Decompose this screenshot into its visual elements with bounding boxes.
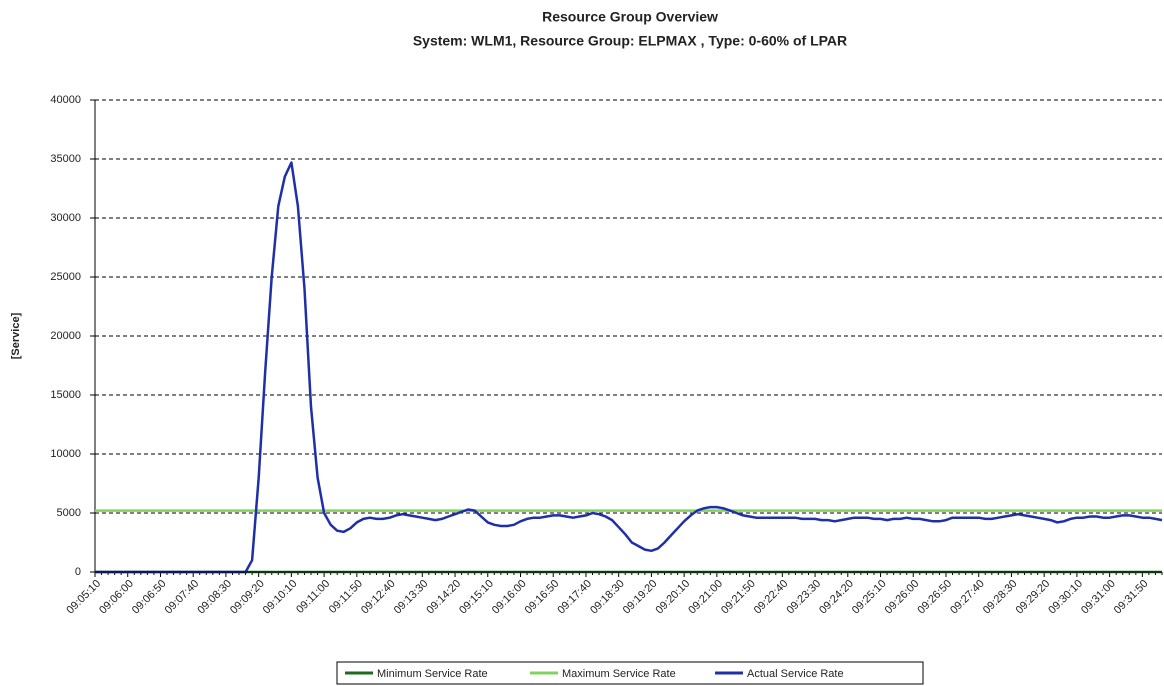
- chart-subtitle: System: WLM1, Resource Group: ELPMAX , T…: [413, 33, 847, 49]
- x-tick-label: 09:21:00: [686, 578, 725, 617]
- x-tick-label: 09:05:10: [64, 578, 103, 617]
- x-tick-label: 09:08:30: [195, 578, 234, 617]
- x-tick-label: 09:13:30: [392, 578, 431, 617]
- x-tick-label: 09:14:20: [424, 578, 463, 617]
- x-tick-label: 09:28:30: [981, 578, 1020, 617]
- x-tick-label: 09:15:10: [457, 578, 496, 617]
- x-tick-label: 09:31:50: [1112, 578, 1151, 617]
- x-tick-label: 09:11:50: [327, 578, 365, 616]
- y-tick-label: 30000: [50, 212, 81, 224]
- x-tick-label: 09:26:00: [883, 578, 922, 617]
- x-tick-label: 09:27:40: [948, 578, 987, 617]
- x-tick-label: 09:29:20: [1014, 578, 1053, 617]
- x-tick-label: 09:12:40: [359, 578, 398, 617]
- y-tick-label: 40000: [50, 94, 81, 106]
- y-tick-label: 15000: [50, 389, 81, 401]
- x-tick-label: 09:20:10: [654, 578, 693, 617]
- x-tick-label: 09:31:00: [1079, 578, 1118, 617]
- x-tick-label: 09:24:20: [817, 578, 856, 617]
- x-tick-label: 09:21:50: [719, 578, 758, 617]
- y-tick-label: 20000: [50, 330, 81, 342]
- series-line: [95, 161, 1163, 574]
- x-tick-label: 09:25:10: [850, 578, 889, 617]
- x-tick-label: 09:26:50: [915, 578, 954, 617]
- legend-label: Actual Service Rate: [747, 668, 844, 680]
- x-tick-label: 09:23:30: [784, 578, 823, 617]
- y-tick-label: 35000: [50, 153, 81, 165]
- x-tick-label: 09:07:40: [163, 578, 202, 617]
- x-tick-label: 09:30:10: [1046, 578, 1085, 617]
- x-tick-label: 09:10:10: [261, 578, 300, 617]
- y-tick-label: 25000: [50, 271, 81, 283]
- x-tick-label: 09:16:00: [490, 578, 529, 617]
- x-tick-label: 09:11:00: [294, 578, 332, 616]
- y-tick-label: 10000: [50, 448, 81, 460]
- y-tick-label: 5000: [57, 507, 81, 519]
- y-tick-label: 0: [75, 566, 81, 578]
- x-tick-label: 09:06:00: [97, 578, 136, 617]
- x-tick-label: 09:19:20: [621, 578, 660, 617]
- x-tick-label: 09:09:20: [228, 578, 267, 617]
- x-tick-label: 09:06:50: [130, 578, 169, 617]
- legend-box: [336, 661, 924, 685]
- x-tick-label: 09:17:40: [555, 578, 594, 617]
- legend-label: Minimum Service Rate: [377, 668, 488, 680]
- chart-title: Resource Group Overview: [542, 9, 718, 25]
- x-tick-label: 09:18:30: [588, 578, 627, 617]
- legend-label: Maximum Service Rate: [562, 668, 676, 680]
- y-axis-label: [Service]: [10, 312, 22, 359]
- x-tick-label: 09:16:50: [523, 578, 562, 617]
- x-tick-label: 09:22:40: [752, 578, 791, 617]
